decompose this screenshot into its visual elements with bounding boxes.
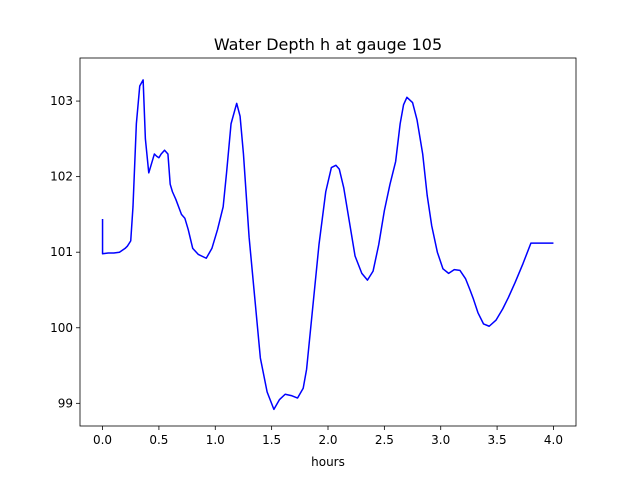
x-tick-label: 2.5 [375, 433, 394, 447]
x-tick-label: 1.5 [262, 433, 281, 447]
x-axis: 0.0 0.5 1.0 1.5 2.0 2.5 3.0 3.5 4.0 [93, 426, 563, 447]
axes-frame [79, 57, 577, 427]
y-tick-label: 99 [58, 396, 73, 410]
x-tick-label: 3.5 [488, 433, 507, 447]
y-tick-label: 100 [50, 321, 73, 335]
chart-title: Water Depth h at gauge 105 [214, 35, 442, 54]
series-line-water-depth [101, 79, 554, 411]
y-tick-label: 102 [50, 170, 73, 184]
x-axis-label: hours [311, 455, 345, 469]
y-tick-label: 101 [50, 245, 73, 259]
x-tick-label: 0.5 [149, 433, 168, 447]
x-tick-label: 0.0 [93, 433, 112, 447]
x-tick-label: 2.0 [318, 433, 337, 447]
plot-area [101, 79, 554, 411]
x-tick-label: 1.0 [206, 433, 225, 447]
x-tick-label: 4.0 [544, 433, 563, 447]
y-axis: 99 100 101 102 103 [50, 94, 80, 410]
x-tick-label: 3.0 [431, 433, 450, 447]
y-tick-label: 103 [50, 94, 73, 108]
